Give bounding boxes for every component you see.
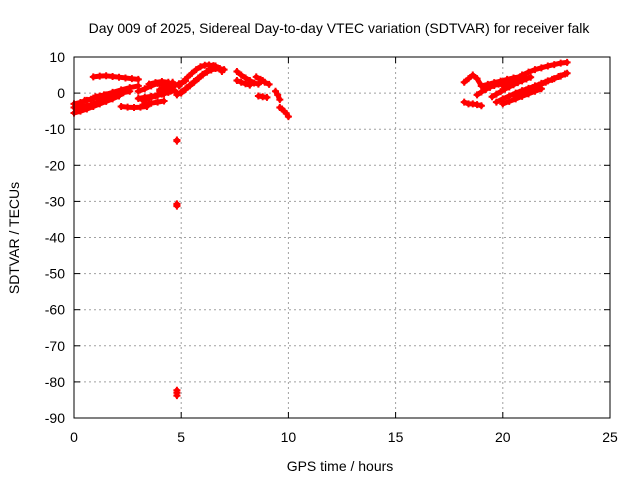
series-arc-early-low-6	[91, 82, 142, 101]
series-arc-rise-4	[145, 78, 172, 88]
series-line	[92, 83, 141, 100]
series-line	[174, 63, 218, 98]
series-arc-evening-9	[477, 73, 524, 90]
x-tick-label: 15	[388, 429, 404, 445]
series-line	[478, 74, 523, 89]
x-tick-label: 0	[70, 429, 78, 445]
y-tick-label: -50	[45, 266, 65, 282]
series-line	[234, 68, 266, 87]
y-tick-label: 0	[57, 85, 65, 101]
series-arc-late-morning-1	[233, 67, 267, 88]
series-line	[255, 93, 270, 100]
series-arc-late-morning-6	[276, 104, 292, 121]
series-line	[157, 78, 188, 94]
series-line	[277, 105, 291, 120]
x-tick-label: 20	[495, 429, 511, 445]
x-axis-label: GPS time / hours	[287, 458, 394, 474]
series-arc-mid-3	[173, 62, 220, 99]
y-tick-label: -70	[45, 338, 65, 354]
series-arc-late-morning-3	[252, 73, 273, 88]
series-arc-late-morning-2	[233, 76, 254, 89]
y-tick-label: -90	[45, 410, 65, 426]
series-arc-late-morning-4	[254, 92, 271, 101]
series-line	[461, 99, 484, 109]
series-outlier-low-2	[173, 200, 181, 210]
series-line	[273, 88, 283, 103]
x-tick-label: 10	[281, 429, 297, 445]
series-line	[511, 71, 568, 98]
y-axis-ticks: 10 0 -10 -20 -30 -40 -50 -60 -70 -80 -90	[45, 49, 610, 426]
y-axis-label: SDTVAR / TECUs	[6, 182, 22, 294]
series-line	[118, 104, 150, 110]
x-tick-label: 25	[602, 429, 618, 445]
series-line	[234, 78, 253, 88]
x-tick-label: 5	[177, 429, 185, 445]
y-tick-label: -20	[45, 157, 65, 173]
series-arc-evening-2	[460, 98, 485, 110]
series-line	[253, 74, 272, 87]
series-arc-top-early	[89, 72, 142, 83]
series-line	[146, 79, 171, 87]
x-axis-ticks: 0 5 10 15 20 25	[70, 57, 618, 445]
y-tick-label: -30	[45, 193, 65, 209]
data-markers	[70, 58, 571, 400]
y-tick-label: -60	[45, 302, 65, 318]
series-outlier-low-3	[173, 386, 181, 400]
series-line	[500, 86, 544, 107]
y-tick-label: -10	[45, 121, 65, 137]
y-tick-label: 10	[49, 49, 65, 65]
series-line	[135, 88, 173, 101]
series-arc-evening-8	[499, 85, 545, 108]
series-arc-late-morning-5	[272, 87, 284, 104]
series-outlier-low-1	[173, 136, 181, 145]
series-line	[489, 74, 534, 100]
series-arc-evening-4	[488, 73, 535, 101]
y-tick-label: -80	[45, 374, 65, 390]
chart-title: Day 009 of 2025, Sidereal Day-to-day VTE…	[89, 20, 591, 36]
series-line	[90, 73, 141, 82]
series-line	[142, 98, 167, 107]
series-arc-dip-2	[141, 97, 168, 108]
y-tick-label: -40	[45, 230, 65, 246]
series-arc-mid-4	[156, 77, 189, 95]
